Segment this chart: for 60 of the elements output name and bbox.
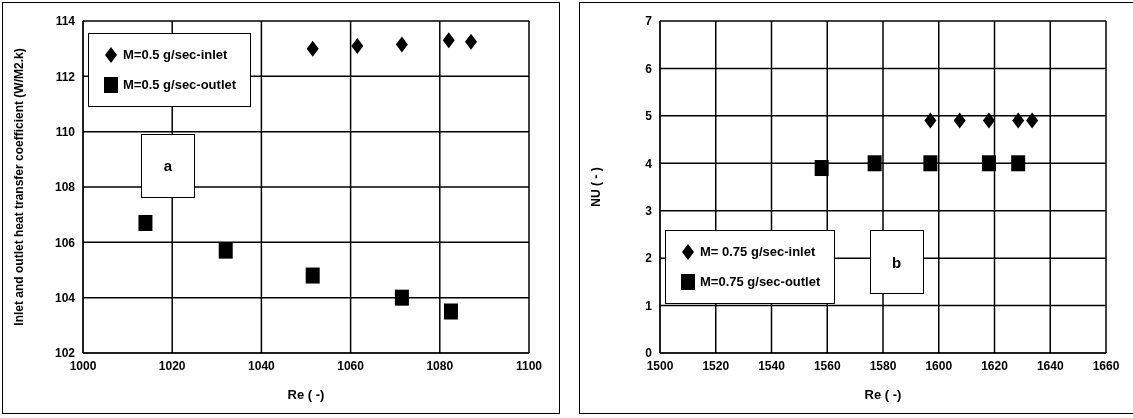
point	[867, 155, 882, 172]
point	[442, 32, 455, 49]
x-tick-label: 1640	[1036, 358, 1064, 373]
point	[138, 214, 153, 231]
point	[953, 112, 966, 129]
x-tick-label: 1660	[1092, 358, 1120, 373]
x-axis-title: Re ( -)	[287, 387, 325, 402]
point	[814, 160, 829, 177]
point	[305, 267, 320, 284]
point	[1026, 112, 1039, 129]
point	[218, 242, 233, 259]
label-box: a	[140, 133, 195, 198]
y-tick-label: 4	[645, 156, 653, 171]
y-tick-label: 5	[645, 109, 653, 124]
point	[306, 40, 319, 57]
y-tick-label: 112	[55, 69, 76, 84]
legend-label: M=0.75 g/sec-outlet	[700, 273, 821, 292]
x-tick-label: 1080	[426, 358, 454, 373]
legend-label: M=0.5 g/sec-inlet	[123, 46, 228, 64]
y-tick-label: 110	[55, 124, 76, 139]
x-tick-label: 1600	[925, 358, 953, 373]
point	[1011, 155, 1026, 172]
point	[443, 303, 458, 320]
y-tick-label: 114	[55, 14, 76, 29]
x-tick-label: 1580	[869, 358, 897, 373]
x-axis-title: Re ( -)	[864, 387, 902, 402]
point	[1012, 112, 1025, 129]
point	[982, 112, 995, 129]
y-tick-label: 6	[645, 61, 653, 76]
x-tick-label: 1000	[69, 358, 97, 373]
x-tick-label: 1540	[758, 358, 786, 373]
x-tick-label: 1560	[813, 358, 841, 373]
y-tick-label: 0	[645, 346, 653, 361]
y-tick-label: 108	[54, 180, 76, 195]
y-axis-title: NU ( - )	[589, 167, 604, 207]
x-tick-label: 1040	[248, 358, 276, 373]
y-tick-label: 104	[54, 290, 76, 305]
point	[465, 33, 478, 50]
x-tick-label: 1100	[515, 358, 543, 373]
y-axis-title: Inlet and outlet heat transfer coefficient (W/M2.k)	[12, 48, 27, 326]
y-tick-label: 1	[645, 298, 653, 313]
x-tick-label: 1060	[337, 358, 365, 373]
y-tick-label: 2	[645, 251, 653, 266]
x-tick-label: 1520	[702, 358, 730, 373]
y-tick-label: 7	[645, 14, 653, 29]
label-box: b	[869, 230, 924, 295]
y-tick-label: 106	[54, 235, 76, 250]
point	[351, 37, 364, 54]
point	[981, 155, 996, 172]
y-tick-label: 3	[645, 203, 653, 218]
y-tick-label: 102	[54, 346, 76, 361]
x-tick-label: 1620	[981, 358, 1009, 373]
point	[394, 289, 409, 306]
point	[395, 36, 408, 53]
x-tick-label: 1020	[158, 358, 186, 373]
point	[924, 112, 937, 129]
legend-label: M=0.5 g/sec-outlet	[123, 76, 237, 94]
x-tick-label: 1500	[646, 358, 674, 373]
legend-label: M= 0.75 g/sec-inlet	[700, 243, 816, 262]
point	[923, 155, 938, 172]
